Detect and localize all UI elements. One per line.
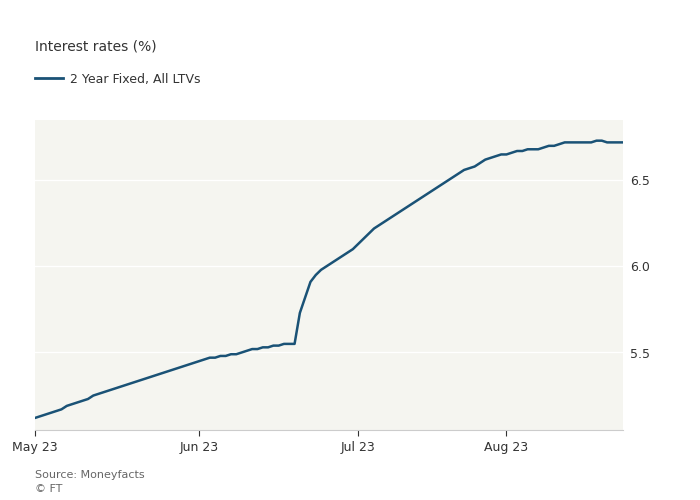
Legend: 2 Year Fixed, All LTVs: 2 Year Fixed, All LTVs bbox=[35, 72, 200, 86]
Text: Source: Moneyfacts
© FT: Source: Moneyfacts © FT bbox=[35, 470, 145, 494]
Text: Interest rates (%): Interest rates (%) bbox=[35, 40, 157, 54]
